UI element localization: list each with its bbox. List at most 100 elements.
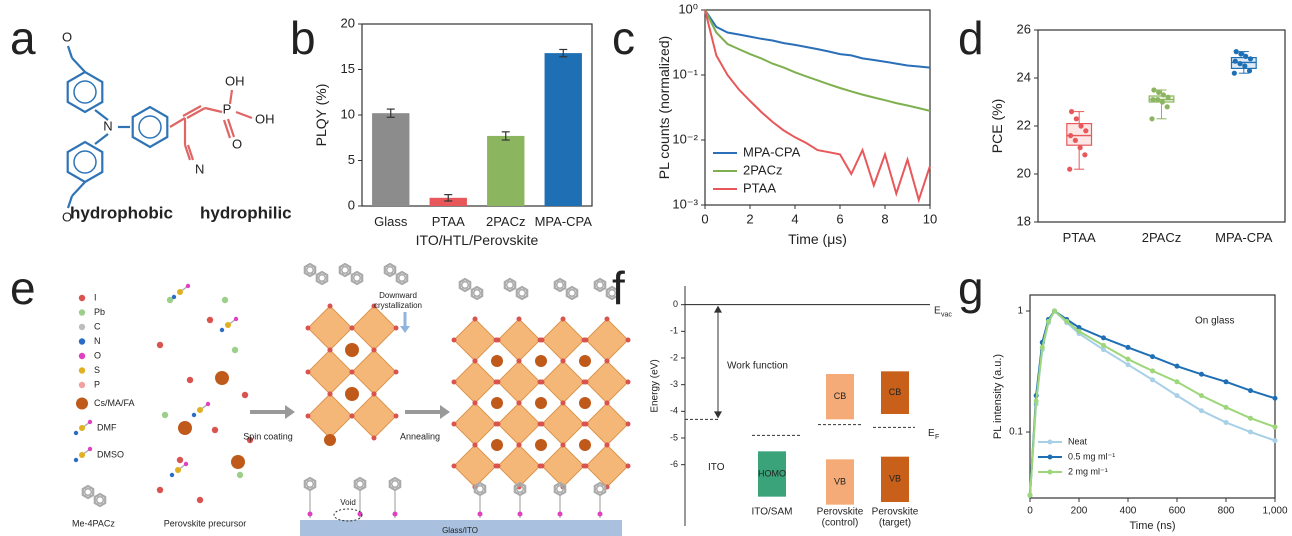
- void: [333, 508, 363, 522]
- marker: [1248, 429, 1253, 435]
- x-tick-label: PTAA: [1063, 230, 1096, 245]
- marker: [1076, 325, 1082, 331]
- data-point: [1242, 63, 1248, 69]
- octa-ion: [539, 421, 545, 427]
- substrate: [300, 520, 622, 536]
- octa-ion: [495, 379, 501, 385]
- plot-frame: [1029, 294, 1276, 499]
- bond: [169, 117, 186, 128]
- marker: [1199, 393, 1204, 399]
- octahedron: [541, 402, 585, 446]
- process-arrowhead: [285, 405, 295, 419]
- octa-ion: [371, 303, 377, 309]
- octa-ion: [349, 369, 355, 375]
- ring-inner: [73, 80, 97, 104]
- ito-label: ITO: [708, 462, 725, 473]
- ef-sub: F: [935, 434, 939, 441]
- octa-ion: [539, 337, 545, 343]
- x-tick-label: 8: [881, 212, 888, 227]
- data-point: [1233, 49, 1239, 55]
- ring-inner: [595, 280, 605, 290]
- marker: [1272, 395, 1278, 401]
- y-tick-label: 10⁻²: [672, 131, 698, 146]
- ring: [395, 270, 409, 286]
- octa-ion: [604, 442, 610, 448]
- x-tick-label: Glass: [374, 214, 408, 229]
- bond: [228, 89, 234, 105]
- octa-ion: [472, 316, 478, 322]
- octa-ion: [305, 369, 311, 375]
- ring-inner: [73, 150, 97, 174]
- octa-ion: [625, 337, 631, 343]
- mol-atom: [191, 412, 197, 418]
- ring-inner: [317, 273, 327, 283]
- octa-ion: [472, 400, 478, 406]
- ring-inner: [355, 479, 365, 489]
- octahedron: [585, 360, 629, 404]
- cation: [579, 355, 591, 367]
- ring: [458, 277, 472, 293]
- octa-ion: [371, 435, 377, 441]
- legend-label: 2PACz: [743, 162, 783, 177]
- marker: [1150, 368, 1155, 374]
- octa-ion: [451, 463, 457, 469]
- data-point: [1231, 70, 1237, 76]
- ring-inner: [95, 495, 105, 505]
- step-label: Annealing: [400, 431, 440, 441]
- octa-ion: [472, 358, 478, 364]
- legend-label: C: [94, 321, 101, 331]
- cation: [178, 421, 192, 435]
- band-label: VB: [889, 474, 901, 484]
- column-label: (control): [822, 518, 859, 529]
- evac-sub: vac: [941, 312, 952, 319]
- mol-atom: [169, 472, 175, 478]
- mol-atom: [171, 294, 177, 300]
- anchor-atom: [357, 511, 363, 517]
- octahedron: [497, 402, 541, 446]
- mol-atom: [225, 322, 231, 328]
- bond: [94, 133, 109, 145]
- panel-label: g: [958, 262, 984, 314]
- y-axis-label: Energy (eV): [650, 359, 661, 412]
- series-line: [1029, 309, 1276, 496]
- x-tick-label: 200: [1071, 506, 1088, 517]
- data-point: [1164, 104, 1170, 110]
- octahedron: [351, 305, 397, 351]
- ring-inner: [305, 265, 315, 275]
- ring: [350, 270, 364, 286]
- ring-inner: [385, 265, 395, 275]
- ring: [503, 277, 517, 293]
- legend-atom: [78, 338, 86, 345]
- panel-label: a: [10, 12, 36, 64]
- series-line: [704, 9, 931, 204]
- y-tick-label: -1: [670, 326, 678, 336]
- octahedron: [541, 360, 585, 404]
- evac-label: E: [934, 305, 941, 316]
- ring: [81, 484, 95, 500]
- y-tick-label: -2: [670, 352, 678, 362]
- marker: [1248, 388, 1253, 394]
- crystallization-label: Downward: [379, 291, 417, 300]
- cation: [535, 397, 547, 409]
- octa-ion: [371, 391, 377, 397]
- legend-label: Pb: [94, 307, 105, 317]
- octa-ion: [327, 391, 333, 397]
- octa-ion: [560, 400, 566, 406]
- marker: [1076, 328, 1082, 334]
- mol-atom: [87, 446, 93, 452]
- octahedron: [453, 318, 497, 362]
- precursor-ion: [206, 316, 214, 324]
- data-point: [1160, 92, 1166, 98]
- ring-inner: [305, 479, 315, 489]
- y-tick-label: 22: [1017, 117, 1031, 132]
- octahedron: [585, 444, 629, 488]
- data-point: [1083, 128, 1089, 134]
- x-tick-label: 2PACz: [486, 214, 526, 229]
- energy-band: [758, 451, 786, 497]
- cation: [345, 387, 359, 401]
- cation: [579, 397, 591, 409]
- octa-ion: [583, 463, 589, 469]
- octa-ion: [604, 316, 610, 322]
- atom: O: [62, 209, 72, 224]
- y-tick-label: -4: [670, 406, 678, 416]
